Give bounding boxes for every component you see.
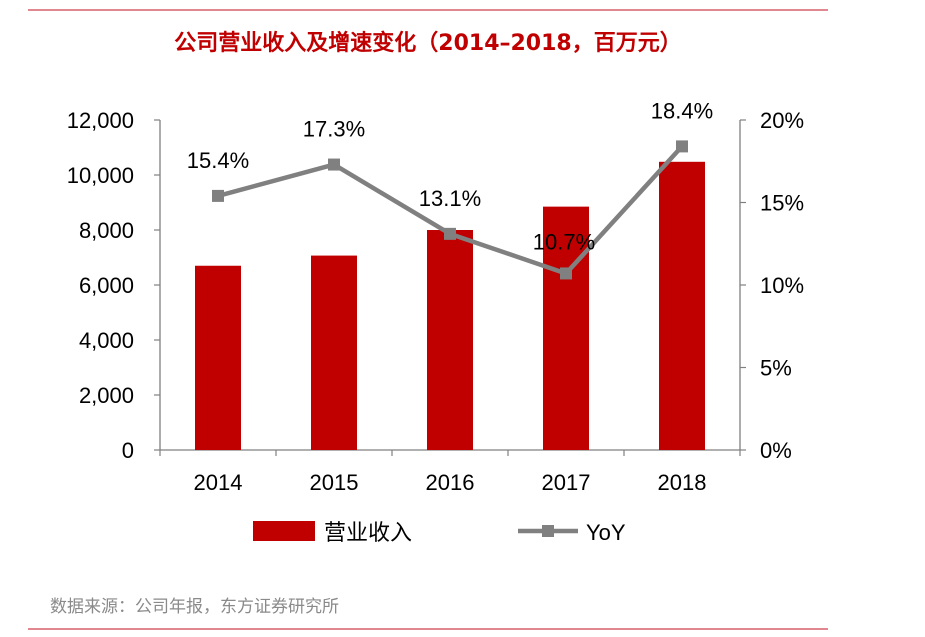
revenue-bar (195, 265, 241, 450)
axes: 0 2,000 4,000 6,000 8,000 10,000 12,000 0% 5% 10%… (67, 108, 804, 495)
legend: 营业收入 YoY (253, 520, 626, 545)
legend-swatch-revenue (253, 521, 315, 541)
yoy-line: 15.4% 17.3% 13.1% 10.7% 18.4% (187, 98, 713, 280)
y-right-tick-label: 20% (760, 108, 804, 133)
y-left-tick-label: 2,000 (79, 383, 134, 408)
bars (195, 161, 705, 451)
yoy-data-label: 18.4% (651, 98, 713, 123)
source-note: 数据来源：公司年报，东方证券研究所 (50, 597, 339, 617)
x-tick-label: 2015 (310, 470, 359, 495)
y-left-tick-label: 0 (122, 438, 134, 463)
yoy-data-label: 10.7% (533, 229, 595, 254)
revenue-bar (543, 206, 589, 450)
bottom-rule (28, 628, 828, 630)
y-right-tick-label: 5% (760, 356, 792, 381)
x-tick-label: 2016 (426, 470, 475, 495)
yoy-data-label: 15.4% (187, 148, 249, 173)
yoy-data-label: 13.1% (419, 186, 481, 211)
yoy-point (328, 158, 340, 171)
revenue-bar (659, 161, 705, 451)
yoy-point (676, 140, 688, 153)
x-tick-label: 2018 (658, 470, 707, 495)
x-tick-label: 2017 (542, 470, 591, 495)
y-right-tick-label: 0% (760, 438, 792, 463)
revenue-bar (427, 230, 473, 450)
y-right-tick-label: 10% (760, 273, 804, 298)
y-left-tick-label: 4,000 (79, 328, 134, 353)
legend-label-yoy: YoY (586, 520, 626, 545)
y-left-tick-label: 6,000 (79, 273, 134, 298)
y-left-tick-label: 10,000 (67, 163, 134, 188)
top-rule (28, 9, 828, 11)
yoy-point (560, 267, 572, 280)
revenue-bar (311, 255, 357, 450)
chart-title: 公司营业收入及增速变化（2014–2018，百万元） (174, 31, 682, 56)
y-left-tick-label: 8,000 (79, 218, 134, 243)
legend-label-revenue: 营业收入 (324, 520, 412, 545)
y-right-tick-label: 15% (760, 191, 804, 216)
yoy-point (212, 189, 224, 202)
x-tick-label: 2014 (194, 470, 243, 495)
yoy-data-label: 17.3% (303, 117, 365, 142)
legend-swatch-yoy-marker (542, 525, 554, 537)
yoy-point (444, 227, 456, 240)
y-left-tick-label: 12,000 (67, 108, 134, 133)
